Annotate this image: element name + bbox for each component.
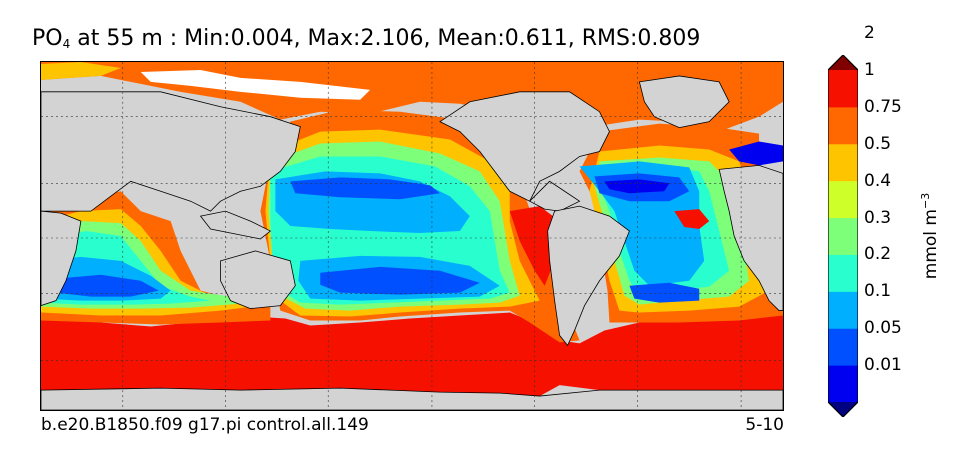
antarctica (41, 387, 783, 410)
south-america (547, 205, 630, 347)
colorbar-tick-label: 0.5 (864, 133, 892, 154)
africa-east (41, 210, 82, 307)
atlantic-north-core (604, 179, 670, 194)
colorbar-unit-label: mmol m−3 (919, 193, 941, 279)
arctic-ice-patch (140, 69, 371, 100)
colorbar-tick-label: 0.05 (864, 318, 902, 339)
map-title: PO4 at 55 m : Min:0.004, Max:2.106, Mean… (32, 26, 700, 51)
colorbar (828, 55, 858, 417)
colorbar-min-arrow (828, 402, 858, 417)
pacific-south-gyre (320, 266, 480, 295)
colorbar-tick-label: 0.1 (864, 281, 892, 302)
colorbar-band (828, 328, 858, 366)
colorbar-tick-label: 0.3 (864, 207, 892, 228)
title-variable: PO (32, 26, 63, 51)
arctic-yellow-band (41, 62, 121, 80)
nordic-deep-blue (729, 141, 783, 166)
colorbar-max-arrow (828, 55, 858, 70)
greenland (638, 75, 730, 129)
colorbar-band (828, 143, 858, 182)
colorbar-tick-label: 0.2 (864, 244, 892, 265)
atlantic-south-gyre (629, 282, 700, 303)
title-subscript: 4 (62, 37, 71, 51)
indian-gyre (55, 274, 159, 297)
po4-contour-map (41, 62, 783, 410)
colorbar-band (828, 254, 858, 292)
colorbar-band (828, 180, 858, 219)
gulf-of-guinea (674, 209, 710, 230)
colorbar-tick-label: 0.01 (864, 355, 902, 376)
colorbar-bands (828, 70, 858, 403)
unit-exponent: −3 (919, 192, 933, 209)
colorbar-tick-label: 0.75 (864, 96, 902, 117)
north-america (439, 91, 610, 202)
colorbar-band (828, 365, 858, 403)
colorbar-tick-label: 1 (864, 60, 875, 80)
colorbar-tick-label: 0.4 (864, 170, 892, 191)
title-stats: at 55 m : Min:0.004, Max:2.106, Mean:0.6… (70, 26, 701, 51)
months-label: 5-10 (745, 415, 784, 435)
australia (220, 250, 296, 309)
colorbar-band (828, 106, 858, 145)
colorbar-band (828, 291, 858, 329)
colorbar-tick-label: 2 (864, 23, 875, 44)
indonesia (199, 210, 272, 240)
colorbar-band (828, 217, 858, 255)
graticule (41, 62, 783, 410)
unit-text: mmol m (920, 209, 941, 280)
model-run-label: b.e20.B1850.f09 g17.pi control.all.149 (41, 415, 369, 435)
pacific-north-gyre (290, 177, 440, 200)
map-panel (40, 61, 784, 411)
colorbar-band (828, 70, 858, 108)
central-america (529, 180, 581, 212)
